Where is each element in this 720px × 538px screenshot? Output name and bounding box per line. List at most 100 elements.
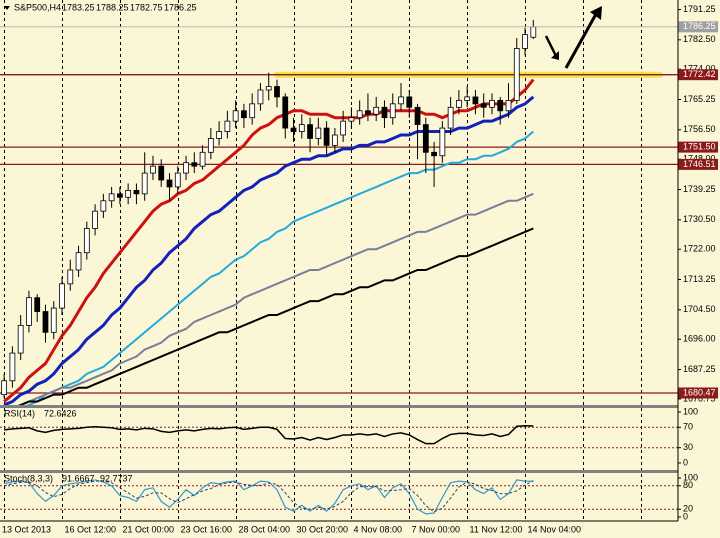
y-tick-label: 20 (683, 504, 693, 514)
x-tick-label: 11 Nov 12:00 (470, 524, 523, 534)
candle-body (456, 99, 462, 108)
y-tick-label: 1722.00 (683, 244, 716, 254)
candle-body (26, 297, 32, 326)
level-label: 1680.47 (683, 387, 716, 397)
y-tick-label: 1774.00 (683, 64, 716, 74)
arrow (564, 13, 598, 69)
x-tick-label: 7 Nov 00:00 (412, 524, 461, 534)
candle-body (125, 189, 132, 198)
candle-body (422, 124, 429, 153)
x-tick-label: 4 Nov 08:00 (354, 524, 403, 534)
y-tick-label: 1756.50 (683, 124, 716, 134)
y-tick-label: 1739.25 (683, 184, 716, 194)
candle-body (17, 324, 24, 354)
level-label-box (678, 158, 718, 170)
candle-body (141, 172, 148, 195)
arrow-head (590, 6, 602, 20)
candle-body (381, 106, 388, 119)
price-panel (0, 19, 678, 405)
candle-body (340, 120, 347, 136)
symbol: S&P500,H4 (14, 2, 61, 12)
candle-body (1, 380, 8, 396)
candle-body (356, 110, 363, 119)
candle-body (265, 86, 272, 91)
candle-body (100, 200, 107, 212)
candle-body (241, 110, 247, 119)
line (3, 78, 535, 403)
y-tick-label: 0 (683, 511, 688, 521)
y-tick-label: 80 (683, 480, 693, 490)
candle-body (42, 311, 49, 333)
stoch-panel (0, 479, 678, 515)
candle-body (315, 127, 322, 139)
candle-body (505, 99, 512, 112)
candle-body (414, 106, 421, 126)
candle-body (406, 96, 413, 108)
arrow-head (551, 51, 559, 60)
candle-body (191, 162, 198, 167)
y-tick-label: 1782.50 (683, 34, 716, 44)
header: S&P500,H4 1783.25 1788.25 1782.75 1786.2… (4, 2, 197, 12)
candle-body (307, 124, 313, 139)
candle-body (150, 165, 156, 174)
x-tick-label: 30 Oct 20:00 (297, 524, 349, 534)
candle-body (513, 48, 520, 101)
candle-body (298, 124, 305, 132)
indicator-name: Stoch(8,3,3) (4, 473, 53, 483)
y-tick-label: 100 (683, 472, 698, 482)
y-tick-label: 1748.00 (683, 154, 716, 164)
level-label: 1772.42 (683, 69, 716, 79)
candle-body (323, 127, 330, 146)
current-price-box (678, 21, 718, 33)
candle-body (530, 26, 537, 38)
y-tick-label: 30 (683, 442, 693, 452)
candle-body (497, 99, 504, 112)
line (4, 425, 534, 445)
line (26, 130, 534, 405)
arrow (544, 35, 558, 57)
high: 1788.25 (96, 2, 129, 12)
line (18, 192, 534, 405)
low: 1782.75 (130, 2, 163, 12)
candle-body (34, 297, 41, 312)
candle-body (431, 151, 437, 157)
candle-body (133, 189, 140, 195)
candle-body (232, 110, 239, 122)
candle-body (464, 96, 471, 101)
level-label-box (678, 387, 718, 399)
y-tick-label: 1696.00 (683, 334, 716, 344)
candle-body (75, 252, 82, 271)
candle-body (348, 117, 355, 122)
candle-body (83, 228, 90, 254)
candle-body (447, 106, 454, 129)
y-tick-label: 70 (683, 422, 693, 432)
candle-body (373, 106, 380, 115)
candle-body (439, 127, 446, 157)
candle-body (365, 110, 371, 115)
candle-body (199, 151, 206, 167)
candle-body (9, 352, 16, 382)
x-tick-label: 28 Oct 04:00 (239, 524, 291, 534)
x-tick-label: 21 Oct 00:00 (123, 524, 175, 534)
candle-body (117, 193, 123, 198)
arrows (544, 6, 602, 69)
x-tick-label: 13 Oct 2013 (2, 524, 51, 534)
line (18, 227, 534, 405)
indicator-value: 91.6667 (62, 473, 95, 483)
rsi-title: RSI(14) 72.6426 (4, 408, 77, 418)
candle-body (59, 283, 65, 309)
candle-body (480, 103, 487, 108)
line (3, 479, 534, 515)
candle-body (389, 103, 396, 119)
candle-body (331, 134, 338, 146)
rsi-panel (0, 425, 678, 449)
candle-body (50, 307, 57, 333)
y-tick-label: 1713.25 (683, 274, 716, 284)
indicator-value: 92.7737 (100, 473, 133, 483)
open: 1783.25 (62, 2, 95, 12)
candle-body (67, 269, 74, 285)
y-tick-label: 1765.25 (683, 94, 716, 104)
